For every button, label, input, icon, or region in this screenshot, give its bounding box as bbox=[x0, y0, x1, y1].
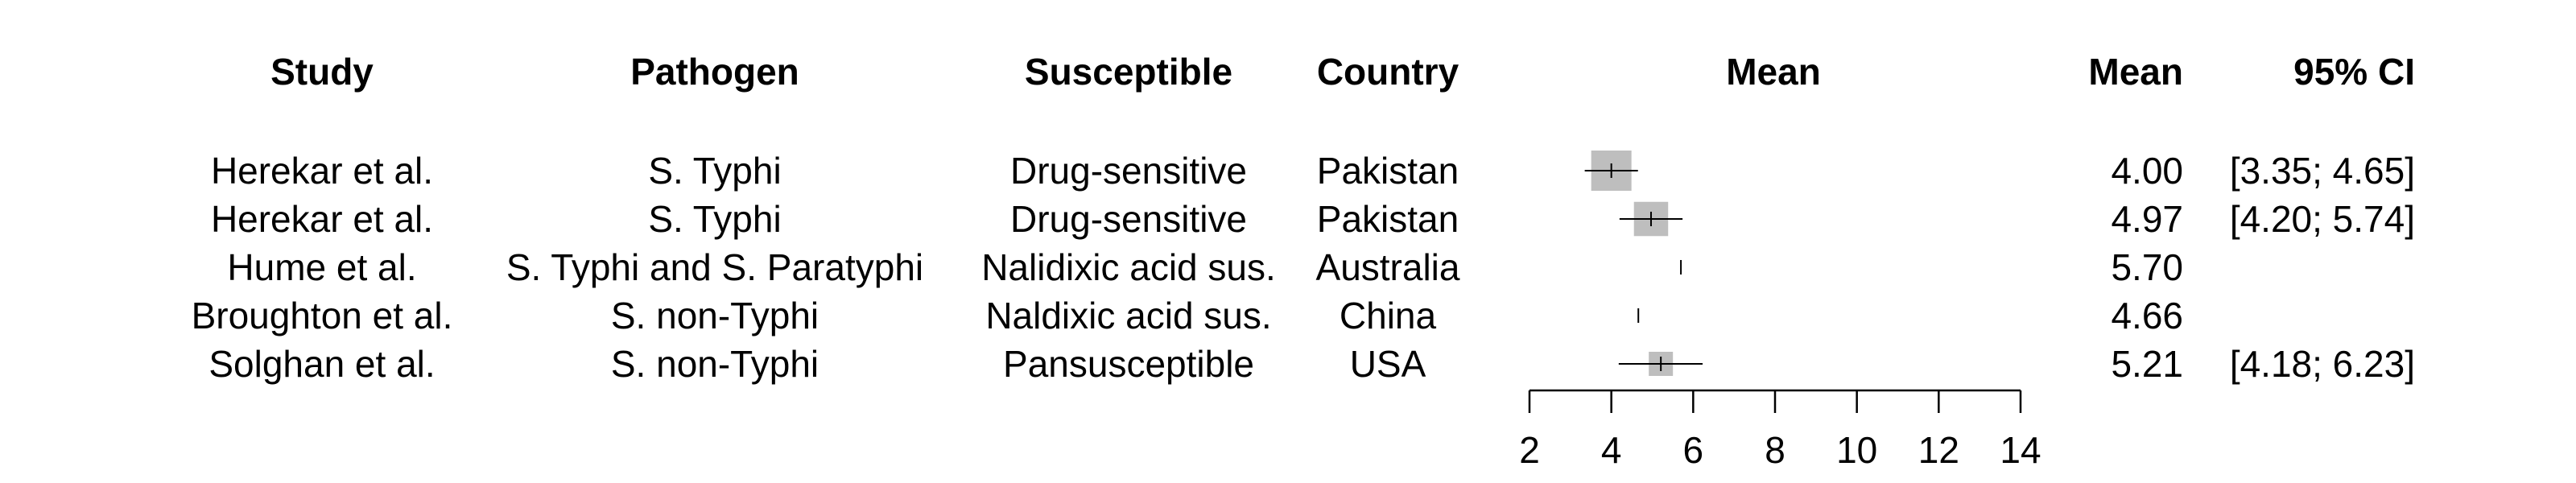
country-cell: Australia bbox=[1315, 246, 1460, 288]
susceptible-cell: Naldixic acid sus. bbox=[985, 295, 1272, 336]
x-axis-tick-label: 10 bbox=[1836, 429, 1877, 471]
susceptible-cell: Pansusceptible bbox=[1003, 343, 1254, 385]
pathogen-cell: S. non-Typhi bbox=[610, 343, 819, 385]
x-axis-tick-label: 4 bbox=[1601, 429, 1622, 471]
mean-value-cell: 5.21 bbox=[2111, 343, 2183, 385]
study-cell: Hume et al. bbox=[227, 246, 417, 288]
pathogen-cell: S. Typhi bbox=[648, 150, 782, 192]
pathogen-cell: S. non-Typhi bbox=[610, 295, 819, 336]
pathogen-cell: S. Typhi and S. Paratyphi bbox=[506, 246, 924, 288]
header-study: Study bbox=[270, 51, 374, 93]
study-cell: Broughton et al. bbox=[191, 295, 453, 336]
header-country: Country bbox=[1316, 51, 1459, 93]
study-cell: Solghan et al. bbox=[208, 343, 436, 385]
study-cell: Herekar et al. bbox=[210, 150, 434, 192]
mean-value-cell: 5.70 bbox=[2111, 246, 2183, 288]
country-cell: Pakistan bbox=[1316, 150, 1459, 192]
study-cell: Herekar et al. bbox=[210, 198, 434, 240]
ci-value-cell: [3.35; 4.65] bbox=[2229, 150, 2415, 192]
x-axis-tick-label: 8 bbox=[1765, 429, 1785, 471]
ci-value-cell: [4.18; 6.23] bbox=[2229, 343, 2415, 385]
header-susceptible: Susceptible bbox=[1024, 51, 1233, 93]
country-cell: China bbox=[1339, 295, 1437, 336]
mean-value-cell: 4.00 bbox=[2111, 150, 2183, 192]
susceptible-cell: Nalidixic acid sus. bbox=[981, 246, 1276, 288]
country-cell: USA bbox=[1349, 343, 1426, 385]
x-axis-tick-label: 12 bbox=[1918, 429, 1959, 471]
x-axis-tick-label: 6 bbox=[1683, 429, 1704, 471]
susceptible-cell: Drug-sensitive bbox=[1010, 150, 1247, 192]
header-pathogen: Pathogen bbox=[630, 51, 799, 93]
pathogen-cell: S. Typhi bbox=[648, 198, 782, 240]
country-cell: Pakistan bbox=[1316, 198, 1459, 240]
x-axis-tick-label: 14 bbox=[2000, 429, 2041, 471]
mean-value-cell: 4.66 bbox=[2111, 295, 2183, 336]
x-axis-tick-label: 2 bbox=[1519, 429, 1540, 471]
header-mean-plot: Mean bbox=[1726, 51, 1821, 93]
mean-value-cell: 4.97 bbox=[2111, 198, 2183, 240]
ci-value-cell: [4.20; 5.74] bbox=[2229, 198, 2415, 240]
susceptible-cell: Drug-sensitive bbox=[1010, 198, 1247, 240]
header-ci: 95% CI bbox=[2293, 51, 2415, 93]
header-mean: Mean bbox=[2088, 51, 2183, 93]
